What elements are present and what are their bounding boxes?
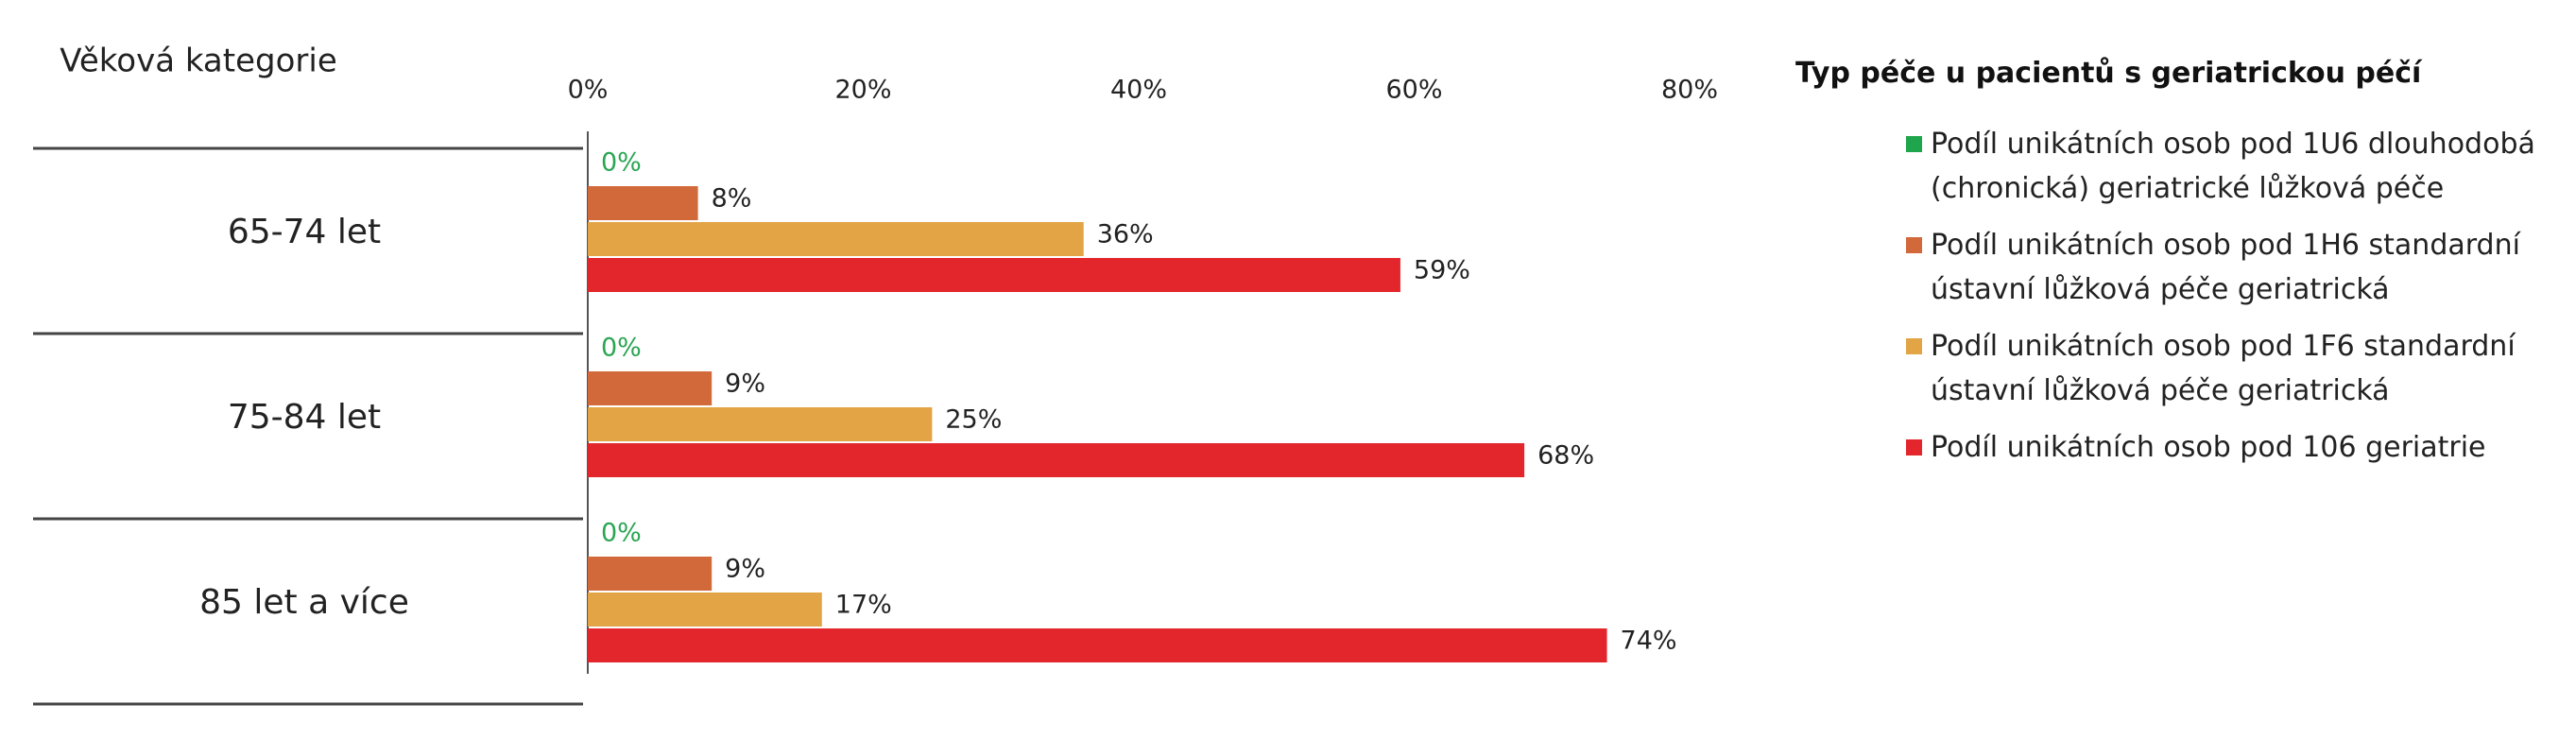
legend-item: Podíl unikátních osob pod 1H6 standardní…	[1795, 223, 2535, 312]
legend-title: Typ péče u pacientů s geriatrickou péčí	[1795, 57, 2422, 90]
legend-item: Podíl unikátních osob pod 1F6 standardní…	[1795, 324, 2535, 413]
legend-label: Podíl unikátních osob pod 1U6 dlouhodobá…	[1931, 128, 2535, 205]
value-label: 59%	[1414, 256, 1470, 285]
value-label: 8%	[712, 184, 752, 214]
x-tick-label: 60%	[1385, 76, 1442, 105]
value-label: 0%	[601, 334, 642, 363]
x-tick-label: 20%	[834, 76, 891, 105]
x-tick-label: 40%	[1110, 76, 1167, 105]
value-label: 25%	[945, 405, 1002, 435]
bar	[588, 443, 1525, 477]
legend-item: Podíl unikátních osob pod 106 geriatrie	[1795, 425, 2535, 470]
bar	[588, 371, 713, 405]
value-label: 9%	[725, 555, 765, 584]
bar	[588, 186, 698, 220]
x-tick-label: 0%	[568, 76, 609, 105]
value-label: 0%	[601, 148, 642, 178]
category-label: 65-74 let	[228, 213, 381, 251]
legend-swatch	[1906, 439, 1922, 455]
value-label: 17%	[835, 591, 892, 620]
legend-label: Podíl unikátních osob pod 1F6 standardní…	[1931, 330, 2516, 407]
bar	[588, 222, 1084, 256]
value-label: 74%	[1621, 627, 1677, 656]
legend-swatch	[1906, 338, 1922, 354]
bar	[588, 557, 713, 591]
value-label: 0%	[601, 519, 642, 548]
bar	[588, 593, 822, 627]
x-tick-label: 80%	[1661, 76, 1718, 105]
bar	[588, 407, 933, 441]
legend-item: Podíl unikátních osob pod 1U6 dlouhodobá…	[1795, 122, 2535, 211]
category-label: 75-84 let	[228, 398, 381, 437]
legend-swatch	[1906, 237, 1922, 253]
category-header: Věková kategorie	[60, 43, 336, 80]
legend-label: Podíl unikátních osob pod 106 geriatrie	[1931, 431, 2486, 464]
category-label: 85 let a více	[199, 583, 409, 622]
value-label: 68%	[1537, 441, 1594, 471]
bar	[588, 628, 1607, 662]
bar	[588, 258, 1400, 292]
chart: Věková kategorie 0% 20% 40% 60% 80% 65-74 let…	[33, 43, 1718, 706]
value-label: 9%	[725, 369, 765, 399]
value-label: 36%	[1097, 220, 1154, 249]
legend-swatch	[1906, 136, 1922, 152]
legend-label: Podíl unikátních osob pod 1H6 standardní…	[1931, 229, 2520, 306]
legend: Typ péče u pacientů s geriatrickou péčí …	[1795, 57, 2551, 482]
